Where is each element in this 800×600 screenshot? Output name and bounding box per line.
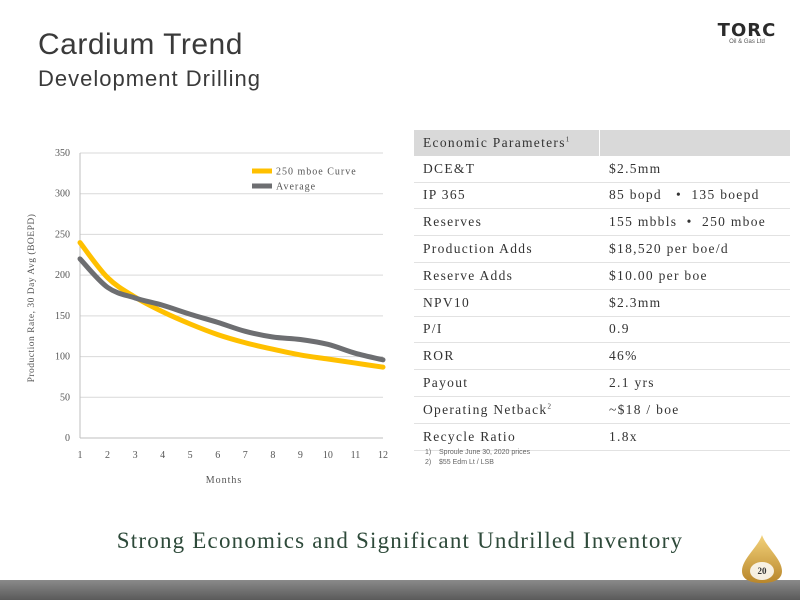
table-row: Recycle Ratio 1.8x — [414, 423, 790, 451]
parameter-value: 46% — [599, 342, 790, 371]
parameter-label-text: ROR — [423, 348, 455, 364]
parameter-footnote: 2 — [547, 402, 553, 411]
y-tick-label: 150 — [55, 311, 70, 322]
parameter-label-text: Operating Netback — [423, 401, 548, 417]
footnote-1: 1) Sproule June 30, 2020 prices — [425, 449, 531, 456]
table-header-empty-cell — [599, 130, 790, 156]
parameter-label: Production Adds — [414, 235, 600, 263]
footnotes: 1) Sproule June 30, 2020 prices 2) $55 E… — [425, 448, 530, 468]
x-tick-label: 2 — [105, 450, 110, 461]
y-tick-label: 350 — [55, 148, 70, 159]
parameter-value: 155 mbbls • 250 mboe — [599, 208, 790, 237]
x-axis-ticks: 1 2 3 4 5 6 7 8 9 10 11 12 — [78, 450, 389, 461]
slide-tagline: Strong Economics and Significant Undrill… — [116, 528, 684, 553]
logo-wordmark: TORC — [717, 20, 777, 41]
x-tick-label: 6 — [215, 450, 220, 461]
table-header-row: Economic Parameters1 — [414, 130, 790, 156]
table-row: IP 365 85 bopd • 135 boepd — [414, 182, 790, 210]
table-header-footnote: 1 — [565, 135, 571, 144]
table-row: Reserve Adds $10.00 per boe — [414, 262, 790, 290]
parameter-label-text: Reserves — [423, 214, 483, 230]
parameter-value: 2.1 yrs — [599, 369, 790, 397]
chart-gridlines — [80, 152, 383, 398]
y-axis-label: Production Rate, 30 Day Avg (BOEPD) — [26, 214, 37, 383]
x-tick-label: 9 — [298, 450, 303, 461]
table-row: Reserves 155 mbbls • 250 mboe — [414, 208, 790, 237]
x-tick-label: 11 — [351, 450, 361, 461]
logo-tagline: Oil & Gas Ltd — [729, 39, 765, 45]
parameter-label: P/I — [414, 316, 600, 344]
table-row: P/I 0.9 — [414, 316, 790, 344]
table-row: DCE&T $2.5mm — [414, 155, 790, 183]
x-tick-label: 8 — [270, 450, 275, 461]
parameter-label: Operating Netback2 — [414, 396, 600, 424]
footnote-2: 2) $55 Edm Lt / LSB — [425, 459, 494, 466]
parameter-label: ROR — [414, 342, 600, 371]
parameter-label-text: NPV10 — [423, 294, 471, 310]
table-row: Production Adds $18,520 per boe/d — [414, 235, 790, 263]
x-tick-label: 4 — [160, 450, 165, 461]
x-axis-label: Months — [206, 475, 243, 486]
parameter-label-text: Recycle Ratio — [423, 428, 516, 444]
table-row: NPV10 $2.3mm — [414, 289, 790, 317]
parameter-label: NPV10 — [414, 289, 600, 317]
footer-bar — [0, 580, 800, 600]
x-tick-label: 12 — [378, 450, 388, 461]
parameter-label: Reserve Adds — [414, 262, 600, 290]
y-tick-label: 300 — [55, 189, 70, 200]
oil-drop-icon — [742, 535, 782, 583]
parameter-label-text: Payout — [423, 375, 469, 391]
table-row: ROR 46% — [414, 342, 790, 371]
parameter-value: 85 bopd • 135 boepd — [599, 182, 790, 210]
parameter-label-text: IP 365 — [423, 187, 466, 203]
parameter-value: $10.00 per boe — [599, 262, 790, 290]
parameter-label-text: P/I — [423, 321, 443, 337]
parameter-value: $2.3mm — [599, 289, 790, 317]
parameter-value: $18,520 per boe/d — [599, 235, 790, 263]
parameter-label: Reserves — [414, 208, 600, 237]
legend-label: 250 mboe Curve — [276, 167, 357, 178]
table-header-cell: Economic Parameters1 — [414, 130, 600, 156]
parameter-label: IP 365 — [414, 182, 600, 210]
page-subtitle: Development Drilling — [38, 66, 261, 91]
y-axis-ticks: 0 50 100 150 200 250 300 350 — [55, 148, 70, 444]
x-tick-label: 7 — [243, 450, 248, 461]
company-logo: TORC Oil & Gas Ltd — [712, 20, 782, 50]
table-row: Payout 2.1 yrs — [414, 369, 790, 397]
y-tick-label: 250 — [55, 229, 70, 240]
parameter-label-text: Reserve Adds — [423, 267, 514, 283]
page-number: 20 — [757, 566, 767, 576]
legend-label: Average — [276, 182, 316, 193]
y-tick-label: 200 — [55, 270, 70, 281]
y-tick-label: 100 — [55, 352, 70, 363]
x-tick-label: 10 — [323, 450, 333, 461]
x-tick-label: 1 — [78, 450, 83, 461]
y-tick-label: 50 — [60, 392, 70, 403]
parameter-label-text: Production Adds — [423, 241, 533, 257]
parameter-value: $2.5mm — [599, 155, 790, 183]
y-tick-label: 0 — [65, 433, 70, 444]
table-row: Operating Netback2 ~$18 / boe — [414, 396, 790, 424]
parameter-label: Payout — [414, 369, 600, 397]
x-tick-label: 3 — [133, 450, 138, 461]
series-line-average — [77, 256, 386, 363]
parameter-value: 1.8x — [599, 423, 790, 451]
table-header-label: Economic Parameters — [423, 134, 566, 150]
chart-series — [77, 240, 386, 370]
chart-legend: 250 mboe Curve Average — [252, 167, 357, 193]
page-title: Cardium Trend — [38, 28, 243, 61]
economic-parameters-table: Economic Parameters1 DCE&T $2.5mm IP 365 85… — [414, 130, 790, 451]
parameter-label: DCE&T — [414, 155, 600, 183]
parameter-value: 0.9 — [599, 316, 790, 344]
chart-axes — [79, 153, 383, 439]
x-tick-label: 5 — [188, 450, 193, 461]
parameter-label-text: DCE&T — [423, 160, 476, 176]
parameter-value: ~$18 / boe — [599, 396, 790, 424]
parameter-label: Recycle Ratio — [414, 423, 600, 451]
